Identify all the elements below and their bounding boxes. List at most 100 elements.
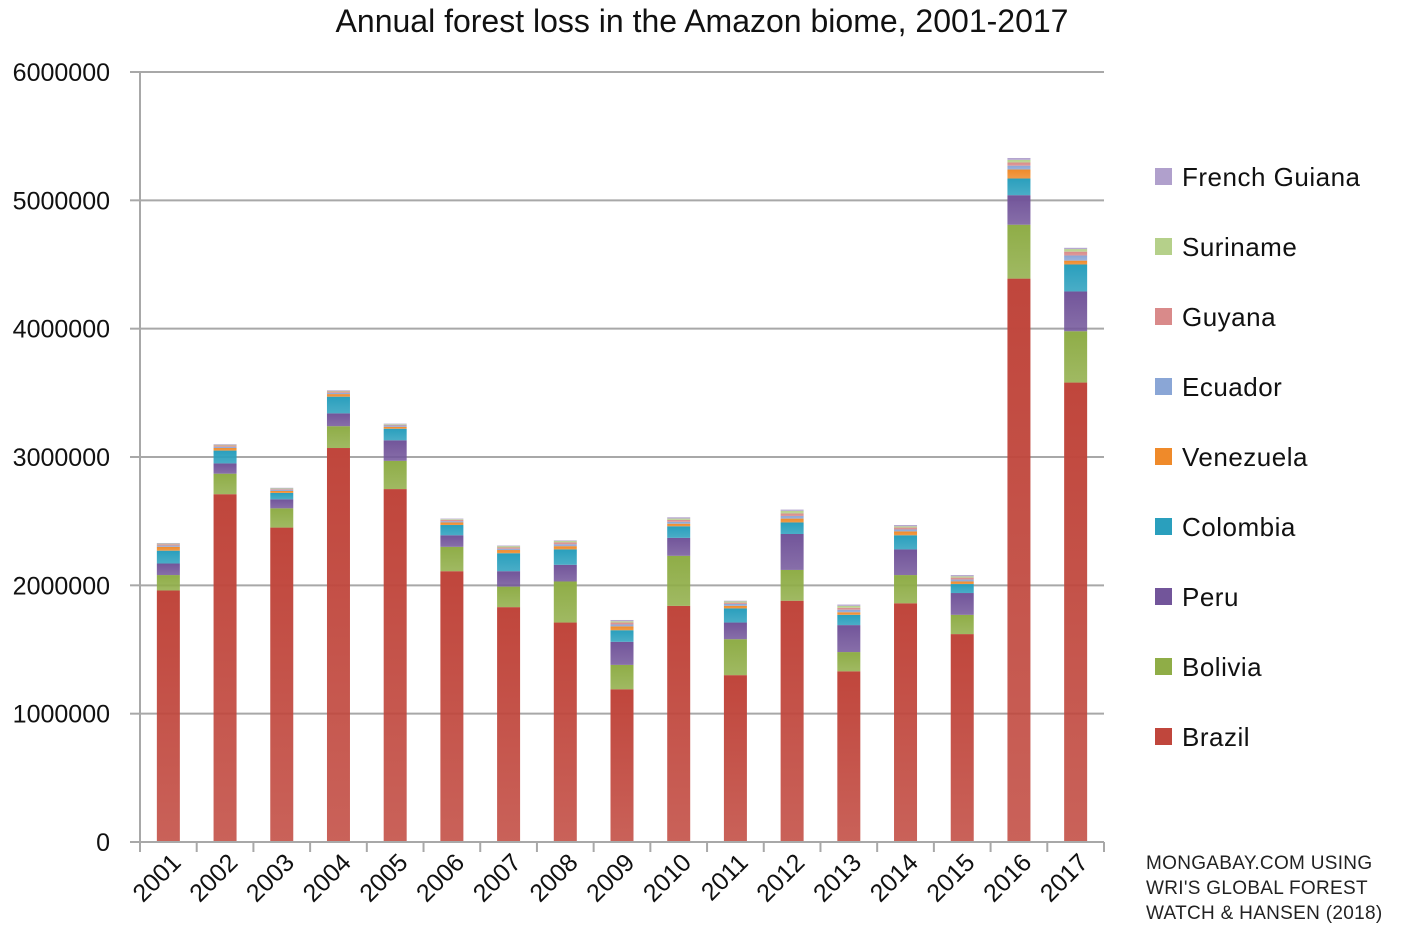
legend-swatch bbox=[1155, 308, 1172, 325]
y-tick-label: 1000000 bbox=[13, 701, 110, 729]
bar-segment-ecuador bbox=[213, 446, 237, 449]
bar-segment-venezuela bbox=[440, 522, 464, 526]
legend-label: Brazil bbox=[1182, 722, 1250, 752]
bars bbox=[156, 157, 1088, 842]
bar-segment-bolivia bbox=[1007, 224, 1031, 279]
bar-segment-venezuela bbox=[270, 491, 294, 493]
bar-segment-venezuela bbox=[326, 394, 350, 397]
gridlines bbox=[140, 71, 1104, 715]
bar-segment-guyana bbox=[837, 607, 861, 610]
bar-segment-guyana bbox=[383, 424, 407, 426]
y-tick-label: 3000000 bbox=[13, 444, 110, 472]
legend-swatch bbox=[1155, 448, 1172, 465]
bar-segment-bolivia bbox=[723, 639, 747, 676]
bar-segment-bolivia bbox=[610, 664, 634, 690]
bar-segment-ecuador bbox=[780, 516, 804, 519]
bar-segment-brazil bbox=[894, 603, 918, 842]
bar-segment-french-guiana bbox=[610, 619, 634, 622]
legend-label: Venezuela bbox=[1182, 442, 1308, 472]
bar-segment-peru bbox=[950, 593, 974, 615]
bar-segment-guyana bbox=[1007, 162, 1031, 166]
bar-segment-peru bbox=[894, 549, 918, 576]
x-tick-label: 2009 bbox=[581, 848, 640, 907]
bar-segment-brazil bbox=[667, 605, 691, 842]
bar-segment-guyana bbox=[610, 622, 634, 625]
bar-segment-french-guiana bbox=[837, 604, 861, 606]
bar-segment-colombia bbox=[553, 549, 577, 565]
bar-segment-ecuador bbox=[553, 544, 577, 547]
bar-segment-bolivia bbox=[837, 652, 861, 672]
bar-segment-venezuela bbox=[837, 612, 861, 615]
legend-item: Bolivia bbox=[1155, 652, 1262, 682]
x-tick-label: 2003 bbox=[241, 848, 300, 907]
bar-segment-colombia bbox=[497, 553, 521, 572]
legend-item: Guyana bbox=[1155, 302, 1276, 332]
bar-segment-french-guiana bbox=[213, 444, 237, 445]
x-tick-label: 2002 bbox=[184, 848, 243, 907]
bar-segment-guyana bbox=[780, 513, 804, 517]
source-note: MONGABAY.COM USING WRI'S GLOBAL FOREST W… bbox=[1146, 851, 1382, 926]
bar-segment-ecuador bbox=[950, 579, 974, 582]
source-line: MONGABAY.COM USING bbox=[1146, 853, 1373, 874]
legend-item: Peru bbox=[1155, 582, 1238, 612]
bar-segment-french-guiana bbox=[270, 487, 294, 489]
bar-segment-guyana bbox=[894, 527, 918, 530]
bar-segment-peru bbox=[723, 622, 747, 640]
bar-segment-french-guiana bbox=[156, 542, 180, 544]
bar-segment-bolivia bbox=[213, 473, 237, 495]
bar-segment-guyana bbox=[950, 577, 974, 580]
bar-segment-suriname bbox=[326, 390, 350, 392]
bar-segment-guyana bbox=[440, 519, 464, 522]
bar-segment-ecuador bbox=[1064, 255, 1088, 261]
chart-title: Annual forest loss in the Amazon biome, … bbox=[336, 3, 1069, 39]
x-tick-label: 2010 bbox=[638, 848, 697, 907]
bar-segment-guyana bbox=[667, 519, 691, 522]
bar-segment-french-guiana bbox=[440, 518, 464, 520]
bar-segment-brazil bbox=[270, 527, 294, 842]
bar-segment-guyana bbox=[156, 544, 180, 546]
bar-segment-colombia bbox=[780, 522, 804, 534]
bar-segment-french-guiana bbox=[950, 575, 974, 577]
y-tick-label: 2000000 bbox=[13, 572, 110, 600]
x-tick-label: 2013 bbox=[808, 848, 867, 907]
legend-label: Ecuador bbox=[1182, 372, 1282, 402]
bar-segment-suriname bbox=[723, 601, 747, 603]
legend-swatch bbox=[1155, 588, 1172, 605]
x-tick-label: 2004 bbox=[298, 848, 357, 907]
bar-segment-brazil bbox=[837, 671, 861, 842]
bar-segment-ecuador bbox=[667, 521, 691, 524]
bar-segment-suriname bbox=[440, 519, 464, 520]
legend-swatch bbox=[1155, 518, 1172, 535]
bar-segment-colombia bbox=[326, 396, 350, 414]
x-tick-label: 2015 bbox=[921, 848, 980, 907]
bar-segment-colombia bbox=[723, 608, 747, 623]
bar-segment-colombia bbox=[156, 550, 180, 564]
bar-segment-colombia bbox=[383, 428, 407, 441]
bar-segment-ecuador bbox=[497, 548, 521, 551]
bar-segment-brazil bbox=[780, 600, 804, 842]
bar-segment-peru bbox=[553, 564, 577, 582]
bar-segment-venezuela bbox=[667, 523, 691, 527]
bar-segment-french-guiana bbox=[326, 390, 350, 391]
bar-segment-peru bbox=[440, 535, 464, 547]
bar-segment-ecuador bbox=[326, 392, 350, 395]
legend-label: French Guiana bbox=[1182, 162, 1361, 192]
bar-segment-bolivia bbox=[1064, 331, 1088, 383]
bar-segment-colombia bbox=[610, 630, 634, 642]
x-tick-label: 2005 bbox=[354, 848, 413, 907]
legend: French Guiana Suriname Guyana Ecuador Venezu… bbox=[1155, 162, 1361, 752]
bar-segment-brazil bbox=[497, 607, 521, 842]
bar-segment-colombia bbox=[950, 584, 974, 594]
bar-segment-suriname bbox=[780, 510, 804, 514]
bar-segment-venezuela bbox=[610, 626, 634, 631]
bar-segment-guyana bbox=[1064, 251, 1088, 256]
bar-segment-venezuela bbox=[213, 448, 237, 451]
bar-segment-peru bbox=[1007, 195, 1031, 225]
bar-segment-venezuela bbox=[497, 550, 521, 554]
bar-segment-venezuela bbox=[156, 546, 180, 551]
bar-segment-colombia bbox=[1007, 178, 1031, 196]
bar-segment-suriname bbox=[213, 444, 237, 446]
legend-item: Brazil bbox=[1155, 722, 1250, 752]
bar-segment-ecuador bbox=[440, 521, 464, 523]
bar-segment-colombia bbox=[667, 526, 691, 538]
